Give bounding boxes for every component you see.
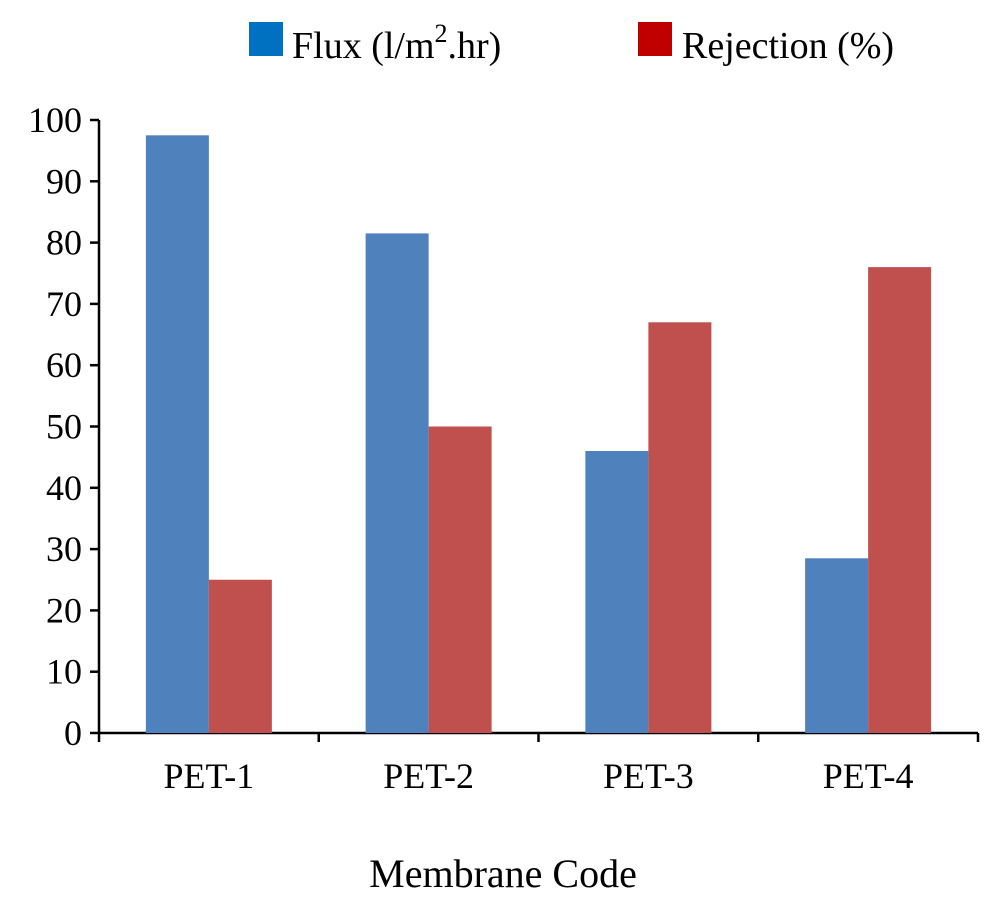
bar-flux (585, 451, 649, 733)
x-tick-label: PET-2 (383, 756, 474, 796)
x-tick-label: PET-3 (603, 756, 694, 796)
bars (145, 135, 932, 733)
legend-label-flux: Flux (l/m2.hr) (292, 19, 501, 67)
bar-flux (145, 135, 209, 733)
bar-rejection (648, 322, 712, 733)
y-tick-label: 10 (46, 652, 82, 692)
legend: Flux (l/m2.hr) Rejection (%) (249, 19, 894, 67)
bar-rejection (208, 579, 272, 733)
bar-flux (805, 558, 869, 733)
y-tick-label: 80 (46, 223, 82, 263)
bar-flux (365, 233, 429, 733)
y-tick-label: 40 (46, 468, 82, 508)
x-tick-label: PET-1 (164, 756, 255, 796)
x-tick-label: PET-4 (823, 756, 914, 796)
x-axis-title: Membrane Code (369, 851, 637, 896)
legend-label-rejection: Rejection (%) (682, 25, 894, 67)
legend-swatch-rejection (638, 22, 672, 56)
bar-rejection (428, 426, 492, 733)
y-tick-label: 60 (46, 345, 82, 385)
y-tick-label: 50 (46, 407, 82, 447)
x-axis-ticks: PET-1 PET-2 PET-3 PET-4 (97, 733, 980, 796)
y-tick-label: 100 (28, 100, 82, 140)
y-tick-label: 90 (46, 161, 82, 201)
y-tick-label: 20 (46, 590, 82, 630)
legend-swatch-flux (249, 22, 283, 56)
y-axis-ticks: 0 10 20 30 40 50 60 70 80 90 100 (28, 100, 99, 753)
y-tick-label: 30 (46, 529, 82, 569)
y-tick-label: 0 (64, 713, 82, 753)
bar-rejection (868, 267, 932, 733)
y-tick-label: 70 (46, 284, 82, 324)
